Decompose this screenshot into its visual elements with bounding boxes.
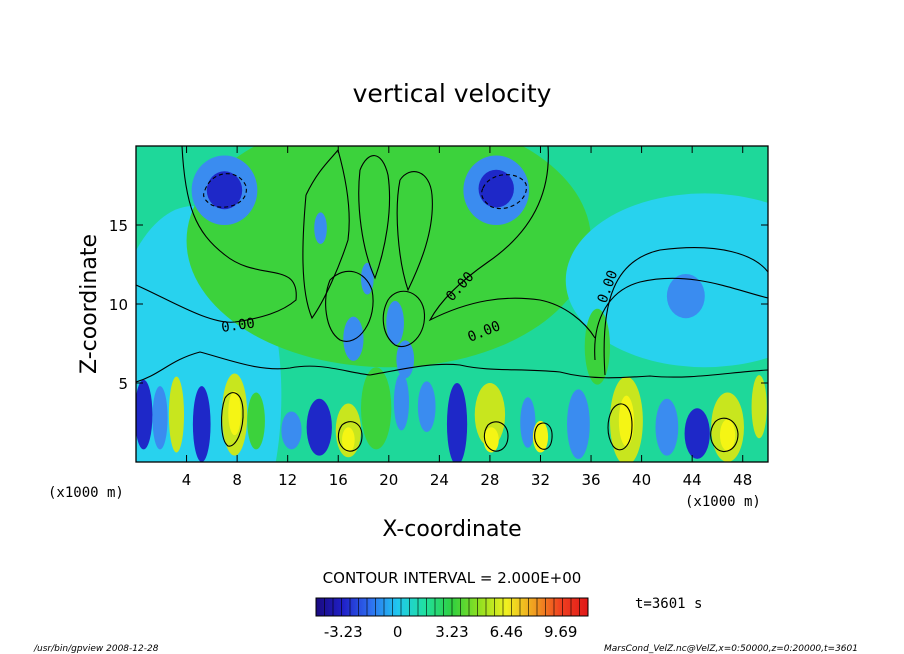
x-unit-label-right: (x1000 m)	[685, 494, 761, 510]
x-tick-label: 12	[278, 471, 297, 489]
lower-contour-6	[534, 422, 553, 450]
zero-contour-dome	[594, 277, 768, 361]
shaded-cell	[719, 419, 736, 451]
zero-contour-lower-right	[603, 247, 768, 376]
colorbar-tick-label: 6.46	[490, 623, 523, 641]
shaded-cell	[417, 381, 436, 432]
x-tick-label: 28	[480, 471, 499, 489]
colorbar-tick-label: 3.23	[435, 623, 468, 641]
y-axis-title: Z-coordinate	[77, 234, 102, 374]
contour-interval: CONTOUR INTERVAL = 2.000E+00	[323, 569, 582, 587]
shaded-cell	[655, 398, 679, 456]
lower-contour-3	[483, 421, 509, 452]
x-axis-title: X-coordinate	[382, 517, 521, 542]
footer-right: MarsCond_VelZ.nc@VelZ,x=0:50000,z=0:2000…	[604, 644, 858, 654]
lower-contour-2	[337, 421, 363, 452]
shaded-cell	[206, 171, 243, 210]
y-tick-label: 10	[109, 296, 128, 314]
center-contour-1	[302, 148, 350, 320]
center-contour-4	[325, 270, 374, 342]
lower-contour-1	[221, 392, 244, 447]
x-tick-label: 16	[329, 471, 348, 489]
negative-contour-upper-left	[203, 173, 247, 208]
shaded-cell	[152, 386, 168, 450]
shaded-cell	[168, 376, 185, 453]
shaded-cell	[520, 397, 536, 448]
shaded-cell	[567, 389, 590, 459]
x-tick-label: 4	[182, 471, 192, 489]
x-tick-label: 36	[581, 471, 600, 489]
shaded-cell	[565, 193, 768, 368]
shaded-cell	[247, 392, 265, 450]
y-tick-label: 5	[118, 375, 128, 393]
x-tick-label: 32	[531, 471, 550, 489]
shaded-cell	[314, 212, 327, 244]
x-axis-ticks: 4 8 12 16 20 24 28 32 36 40 44 48	[182, 146, 752, 489]
colorbar-tick-label: -3.23	[324, 623, 363, 641]
shaded-cell	[386, 300, 404, 346]
shaded-cell	[343, 316, 364, 361]
x-tick-label: 8	[232, 471, 242, 489]
time-label: t=3601 s	[635, 596, 702, 612]
shaded-cell	[281, 411, 302, 450]
center-contour-5	[382, 290, 426, 348]
y-tick-label: 15	[109, 217, 128, 235]
contour-lines	[136, 146, 768, 452]
footer-left: /usr/bin/gpview 2008-12-28	[33, 644, 159, 654]
shaded-cell	[306, 398, 332, 456]
x-tick-label: 24	[430, 471, 449, 489]
x-unit-label: (x1000 m)	[48, 485, 124, 501]
shaded-cell	[483, 427, 499, 453]
colorbar-tick-label: 9.69	[544, 623, 577, 641]
shaded-cell	[446, 383, 468, 462]
shaded-cell	[618, 395, 635, 447]
shaded-cell	[396, 340, 415, 379]
shaded-cell	[584, 308, 610, 385]
zero-contour-band	[136, 351, 768, 383]
shaded-cell	[192, 386, 211, 462]
shaded-cell	[393, 373, 410, 431]
center-contour-3	[396, 171, 433, 292]
x-tick-label: 48	[733, 471, 752, 489]
negative-contour-upper-right	[481, 174, 527, 210]
zero-contour-right	[428, 146, 596, 339]
shaded-cell	[666, 273, 705, 319]
contour-field	[136, 146, 768, 462]
shaded-cell	[474, 383, 506, 447]
x-tick-label: 40	[632, 471, 651, 489]
contour-label: 0.00	[220, 315, 256, 336]
shaded-cell	[342, 427, 355, 453]
shaded-cell	[684, 408, 710, 459]
colorbar-tick-label: 0	[393, 623, 403, 641]
center-contour-2	[358, 155, 391, 280]
shaded-cell	[751, 375, 767, 439]
chart-title: vertical velocity	[353, 79, 552, 108]
lower-contour-5	[710, 417, 739, 452]
shaded-cell	[228, 390, 241, 436]
shaded-cell	[136, 379, 153, 450]
x-tick-label: 44	[683, 471, 702, 489]
shaded-cells	[136, 146, 768, 462]
colorbar-ticks: -3.23 0 3.23 6.46 9.69	[315, 598, 589, 641]
x-tick-label: 20	[379, 471, 398, 489]
zero-contour-left	[136, 146, 297, 323]
lower-contour-4	[607, 403, 633, 451]
shaded-cell	[478, 169, 514, 208]
shaded-cell	[360, 367, 392, 450]
y-axis-ticks: 5 10 15	[109, 217, 768, 393]
